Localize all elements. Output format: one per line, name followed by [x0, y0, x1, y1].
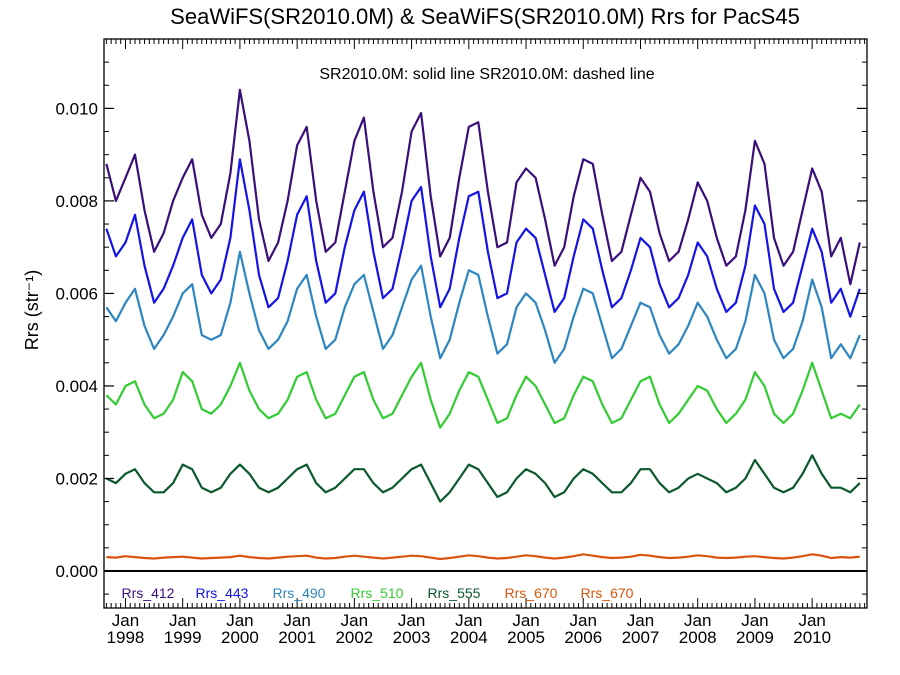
- line-style-annotation: SR2010.0M: solid line SR2010.0M: dashed …: [319, 66, 654, 83]
- x-tick-label-month: Jan: [798, 611, 825, 630]
- x-tick-label-year: 2007: [622, 628, 660, 647]
- chart-title: SeaWiFS(SR2010.0M) & SeaWiFS(SR2010.0M) …: [170, 4, 800, 29]
- x-tick-label-year: 2000: [221, 628, 259, 647]
- series-layer: [104, 88, 867, 572]
- x-tick-label-year: 2002: [335, 628, 373, 647]
- x-tick-label-month: Jan: [112, 611, 139, 630]
- x-tick-label-month: Jan: [512, 611, 539, 630]
- legend-item-rrs-412: Rrs_412: [122, 585, 175, 601]
- x-tick-label-month: Jan: [341, 611, 368, 630]
- x-tick-label-month: Jan: [283, 611, 310, 630]
- legend-item-rrs-490: Rrs_490: [273, 585, 326, 601]
- x-tick-label-year: 1998: [107, 628, 145, 647]
- x-tick-label-year: 2003: [393, 628, 431, 647]
- y-tick-label: 0.006: [55, 284, 98, 303]
- legend: Rrs_412 Rrs_443 Rrs_490 Rrs_510 Rrs_555 Rrs_6…: [122, 585, 634, 601]
- legend-item-rrs-670: Rrs_670: [581, 585, 634, 601]
- legend-item-rrs-443: Rrs_443: [196, 585, 249, 601]
- legend-item-rrs-510: Rrs_510: [351, 585, 404, 601]
- series-line-rrs-490: [105, 250, 861, 364]
- x-tick-label-month: Jan: [226, 611, 253, 630]
- ticks-layer: 0.0000.0020.0040.0060.0080.010Jan1998Jan…: [55, 39, 867, 647]
- x-tick-label-year: 2009: [736, 628, 774, 647]
- y-tick-label: 0.000: [55, 562, 98, 581]
- legend-item-rrs-670: Rrs_670: [505, 585, 558, 601]
- x-tick-label-month: Jan: [741, 611, 768, 630]
- x-tick-label-year: 2006: [564, 628, 602, 647]
- x-tick-label-month: Jan: [169, 611, 196, 630]
- x-tick-label-year: 2004: [450, 628, 488, 647]
- x-tick-label-month: Jan: [684, 611, 711, 630]
- x-tick-label-year: 2010: [793, 628, 831, 647]
- x-tick-label-month: Jan: [570, 611, 597, 630]
- series-line-rrs-555: [105, 454, 861, 503]
- y-tick-label: 0.008: [55, 192, 98, 211]
- series-line-rrs-412: [105, 88, 861, 286]
- plot-frame: [103, 38, 868, 609]
- x-tick-label-month: Jan: [627, 611, 654, 630]
- series-line-rrs-510: [105, 361, 861, 429]
- legend-item-rrs-555: Rrs_555: [428, 585, 481, 601]
- y-tick-label: 0.002: [55, 469, 98, 488]
- y-tick-label: 0.004: [55, 377, 98, 396]
- series-line-rrs-443: [105, 158, 861, 318]
- series-line-rrs-670: [106, 553, 860, 561]
- x-tick-label-month: Jan: [455, 611, 482, 630]
- x-tick-label-year: 2008: [679, 628, 717, 647]
- y-tick-label: 0.010: [55, 99, 98, 118]
- x-tick-label-month: Jan: [398, 611, 425, 630]
- x-tick-label-year: 1999: [164, 628, 202, 647]
- x-tick-label-year: 2005: [507, 628, 545, 647]
- x-tick-label-year: 2001: [278, 628, 316, 647]
- y-axis-label: Rrs (str⁻¹): [22, 270, 42, 350]
